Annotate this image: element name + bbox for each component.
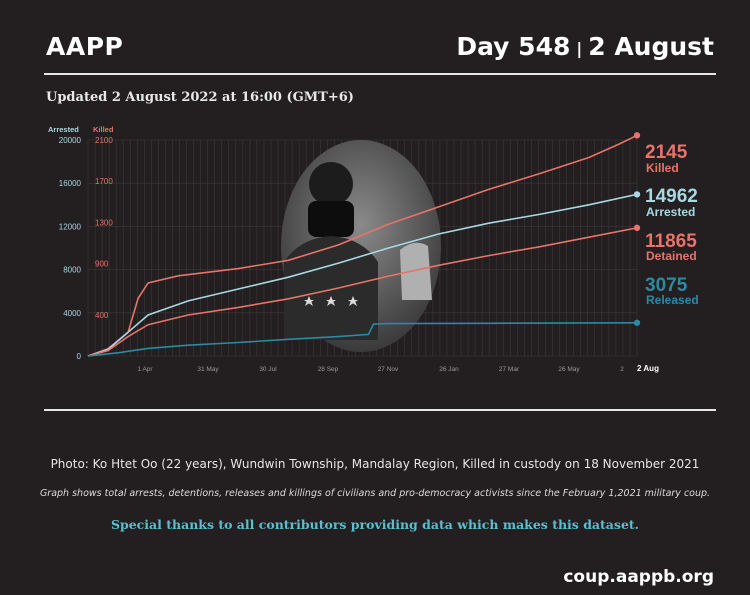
x-tick-label: 2 Aug <box>637 364 659 373</box>
thanks-note: Special thanks to all contributors provi… <box>110 517 640 532</box>
series-name-detained: Detained <box>646 249 697 263</box>
left-tick-label: 4000 <box>63 309 81 318</box>
right-tick-label: 1700 <box>95 177 113 186</box>
x-tick-label: 1 Apr <box>137 366 153 373</box>
separator-bar: | <box>576 38 583 58</box>
left-tick-label: 12000 <box>59 222 82 231</box>
series-line-released <box>87 321 638 357</box>
chart-series <box>87 132 641 357</box>
right-tick-label: 1300 <box>95 218 113 227</box>
right-axis-title: Killed <box>93 125 114 134</box>
left-tick-label: 20000 <box>59 136 82 145</box>
top-divider <box>44 73 716 75</box>
portrait-mask <box>308 201 354 237</box>
x-tick-label: 30 Jul <box>259 366 277 373</box>
portrait-star-1 <box>304 296 314 306</box>
portrait-hand <box>400 242 432 300</box>
photo-caption: Photo: Ko Htet Oo (22 years), Wundwin To… <box>50 457 700 471</box>
x-tick-label: 28 Sep <box>318 366 339 373</box>
series-total-killed: 2145 <box>645 142 688 163</box>
date-label: 2 August <box>588 32 714 61</box>
x-tick-label: 26 Jan <box>439 366 459 373</box>
x-tick-label: 27 Nov <box>378 366 399 373</box>
left-tick-label: 0 <box>77 352 82 361</box>
chart-axes: Arrested Killed 0 4000 8000 12000 16000 20000 40… <box>48 125 659 373</box>
portrait-photo <box>281 140 441 352</box>
series-line-arrested <box>87 193 638 357</box>
right-tick-label: 400 <box>95 311 109 320</box>
series-name-released: Released <box>646 293 699 307</box>
series-end-marker-killed <box>633 132 641 139</box>
series-end-marker-detained <box>633 224 641 232</box>
bottom-divider <box>44 409 716 411</box>
site-url[interactable]: coup.aappb.org <box>563 567 714 587</box>
left-axis-title: Arrested <box>48 125 79 134</box>
day-label: Day 548 <box>456 32 571 61</box>
portrait-body <box>284 236 378 340</box>
series-line-detained <box>87 227 638 357</box>
graph-note: Graph shows total arrests, detentions, r… <box>39 488 711 499</box>
right-tick-label: 2100 <box>95 136 113 145</box>
left-tick-label: 16000 <box>59 179 82 188</box>
series-line-killed <box>87 134 638 357</box>
right-tick-label: 900 <box>95 259 109 268</box>
series-total-released: 3075 <box>645 275 688 296</box>
x-tick-label: 27 Mar <box>499 366 520 373</box>
left-tick-label: 8000 <box>63 266 81 275</box>
series-total-arrested: 14962 <box>645 186 698 207</box>
x-tick-label: 26 May <box>558 366 580 373</box>
day-date-title: Day 548 | 2 August <box>456 32 714 61</box>
series-name-arrested: Arrested <box>646 205 695 219</box>
updated-text: Updated 2 August 2022 at 16:00 (GMT+6) <box>46 90 354 105</box>
series-end-marker-arrested <box>633 191 641 198</box>
series-total-detained: 11865 <box>645 231 697 252</box>
series-name-killed: Killed <box>646 161 679 175</box>
series-end-marker-released <box>633 319 641 326</box>
x-tick-label: 2 <box>620 366 624 373</box>
org-title: AAPP <box>46 32 124 61</box>
portrait-head <box>309 162 353 206</box>
portrait-star-3 <box>348 296 358 306</box>
portrait-star-2 <box>326 296 336 306</box>
x-tick-label: 31 May <box>197 366 219 373</box>
